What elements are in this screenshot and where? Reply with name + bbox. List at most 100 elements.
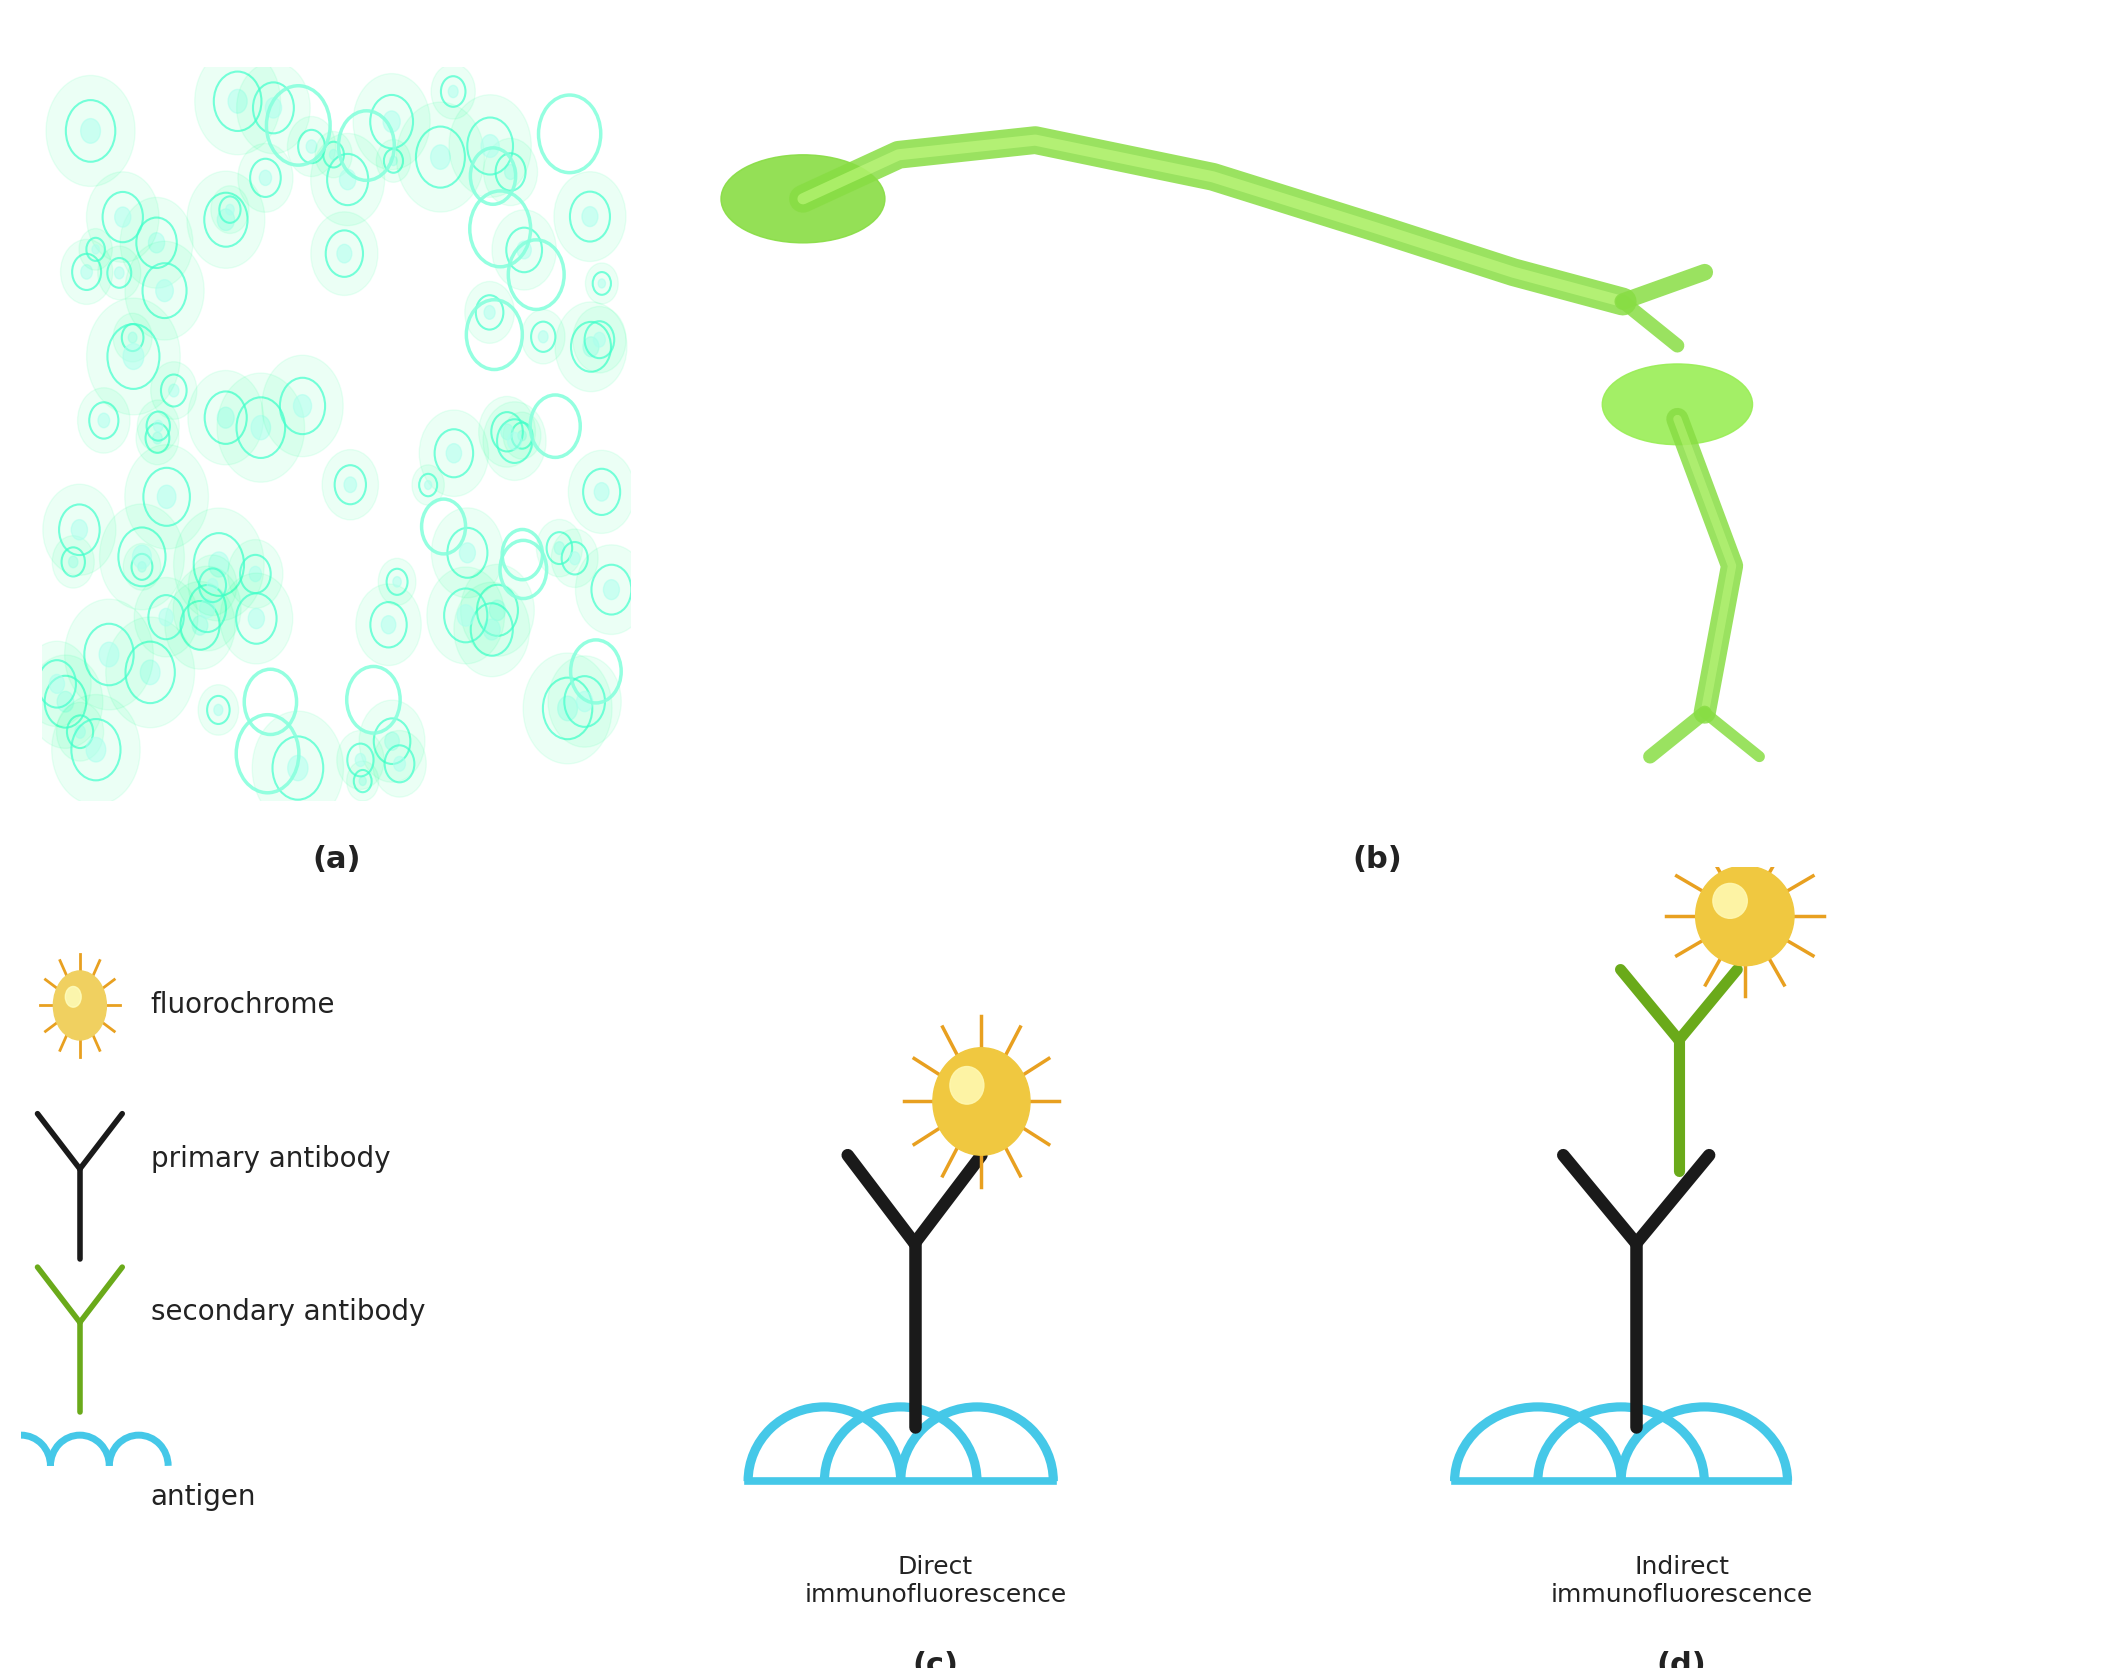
Circle shape <box>549 656 622 747</box>
Circle shape <box>250 567 261 582</box>
Circle shape <box>536 519 582 577</box>
Circle shape <box>53 535 95 589</box>
Circle shape <box>393 577 401 587</box>
Circle shape <box>397 102 483 212</box>
Circle shape <box>200 599 214 617</box>
Circle shape <box>191 615 208 636</box>
Circle shape <box>227 539 284 609</box>
Circle shape <box>593 332 605 347</box>
Circle shape <box>124 445 208 549</box>
Circle shape <box>229 90 248 113</box>
Text: primary antibody: primary antibody <box>151 1144 391 1173</box>
Circle shape <box>380 615 395 634</box>
Circle shape <box>538 330 549 344</box>
Text: (d): (d) <box>1656 1651 1707 1668</box>
Circle shape <box>586 264 618 304</box>
Circle shape <box>450 95 532 197</box>
Text: Indirect
immunofluorescence: Indirect immunofluorescence <box>1551 1555 1812 1606</box>
Circle shape <box>460 542 475 562</box>
Text: Direct
immunofluorescence: Direct immunofluorescence <box>805 1555 1066 1606</box>
Circle shape <box>189 555 238 615</box>
Circle shape <box>355 754 366 767</box>
Circle shape <box>555 172 626 262</box>
Circle shape <box>517 242 532 259</box>
Circle shape <box>128 332 137 344</box>
Circle shape <box>576 691 593 712</box>
Circle shape <box>46 75 135 187</box>
Circle shape <box>582 337 599 357</box>
Circle shape <box>86 172 160 262</box>
Circle shape <box>214 704 223 716</box>
Text: fluorochrome: fluorochrome <box>151 991 334 1019</box>
Circle shape <box>347 761 378 801</box>
Circle shape <box>483 402 547 480</box>
Circle shape <box>1713 884 1747 919</box>
Circle shape <box>479 397 536 467</box>
Circle shape <box>168 384 179 397</box>
Circle shape <box>252 711 343 826</box>
Circle shape <box>570 552 580 565</box>
Circle shape <box>572 307 626 374</box>
Circle shape <box>153 432 162 444</box>
Circle shape <box>263 355 343 457</box>
Circle shape <box>48 674 65 694</box>
Circle shape <box>69 555 78 567</box>
Circle shape <box>124 544 160 590</box>
Circle shape <box>483 305 496 319</box>
Circle shape <box>217 208 235 230</box>
Text: (a): (a) <box>311 844 362 874</box>
Circle shape <box>338 168 355 190</box>
Circle shape <box>383 112 399 132</box>
Circle shape <box>120 197 193 289</box>
Circle shape <box>385 732 399 751</box>
Circle shape <box>225 203 233 215</box>
Circle shape <box>53 694 141 806</box>
Circle shape <box>23 641 90 727</box>
Circle shape <box>137 412 179 465</box>
Circle shape <box>250 415 271 440</box>
Circle shape <box>599 279 605 289</box>
Circle shape <box>149 232 164 254</box>
Circle shape <box>259 170 271 185</box>
Circle shape <box>137 400 179 452</box>
Circle shape <box>42 484 116 575</box>
Circle shape <box>57 702 103 761</box>
Circle shape <box>311 133 385 225</box>
Circle shape <box>151 362 198 419</box>
Circle shape <box>359 701 425 782</box>
Circle shape <box>86 737 105 762</box>
Circle shape <box>431 507 502 597</box>
Circle shape <box>65 599 153 711</box>
Circle shape <box>551 529 599 587</box>
Circle shape <box>322 450 378 520</box>
Circle shape <box>483 619 500 641</box>
Circle shape <box>557 696 578 721</box>
Circle shape <box>99 642 120 667</box>
Circle shape <box>99 504 185 610</box>
Circle shape <box>460 564 534 656</box>
Circle shape <box>431 63 475 118</box>
Circle shape <box>315 132 353 178</box>
Circle shape <box>336 731 385 789</box>
Circle shape <box>27 656 103 749</box>
Circle shape <box>99 414 109 427</box>
Text: antigen: antigen <box>151 1483 256 1511</box>
Circle shape <box>124 344 143 369</box>
Circle shape <box>425 480 431 489</box>
Circle shape <box>427 567 504 664</box>
Circle shape <box>141 661 160 684</box>
Circle shape <box>61 240 114 305</box>
Circle shape <box>1696 866 1793 966</box>
Text: (c): (c) <box>912 1651 959 1668</box>
Circle shape <box>265 98 282 118</box>
Circle shape <box>1602 364 1753 445</box>
Circle shape <box>490 600 507 620</box>
Circle shape <box>389 157 397 165</box>
Circle shape <box>446 444 462 462</box>
Circle shape <box>156 280 172 302</box>
Circle shape <box>208 552 229 577</box>
Circle shape <box>502 412 540 459</box>
Circle shape <box>330 150 338 160</box>
Circle shape <box>481 135 500 157</box>
Text: (b): (b) <box>1352 844 1402 874</box>
